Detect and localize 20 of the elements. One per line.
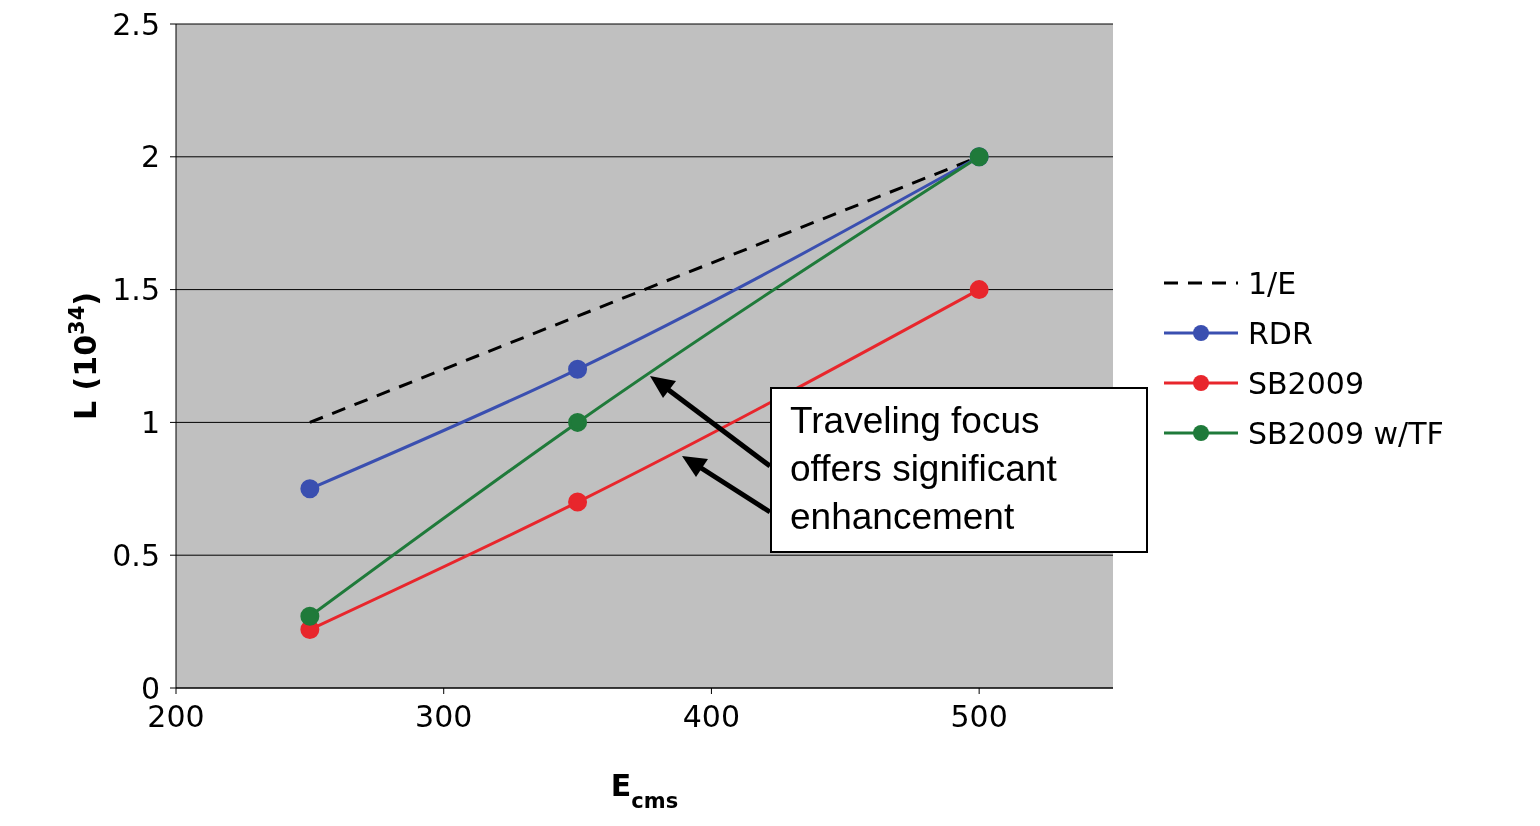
point (568, 412, 588, 432)
x-axis-title: E$_{cms}$ (610, 768, 679, 813)
point (969, 280, 989, 300)
legend-label: SB2009 (1248, 365, 1364, 401)
y-tick-label: 1.5 (112, 272, 160, 308)
y-tick-label: 1 (140, 405, 160, 441)
annotation: Traveling focus offers significant enhancement (770, 387, 1148, 553)
x-tick-label: 300 (415, 699, 473, 735)
point (300, 479, 320, 499)
y-tick-label: 0.5 (112, 537, 160, 573)
legend-label: SB2009 w/TF (1248, 415, 1444, 451)
x-tick-label: 400 (682, 699, 741, 735)
point (300, 606, 320, 626)
y-tick-label: 2 (140, 139, 160, 175)
y-tick-label: 2.5 (112, 6, 160, 42)
legend-label: 1/E (1248, 265, 1297, 301)
point (568, 492, 588, 512)
point (568, 359, 588, 379)
legend-label: RDR (1248, 315, 1313, 351)
x-tick-label: 500 (950, 699, 1008, 735)
